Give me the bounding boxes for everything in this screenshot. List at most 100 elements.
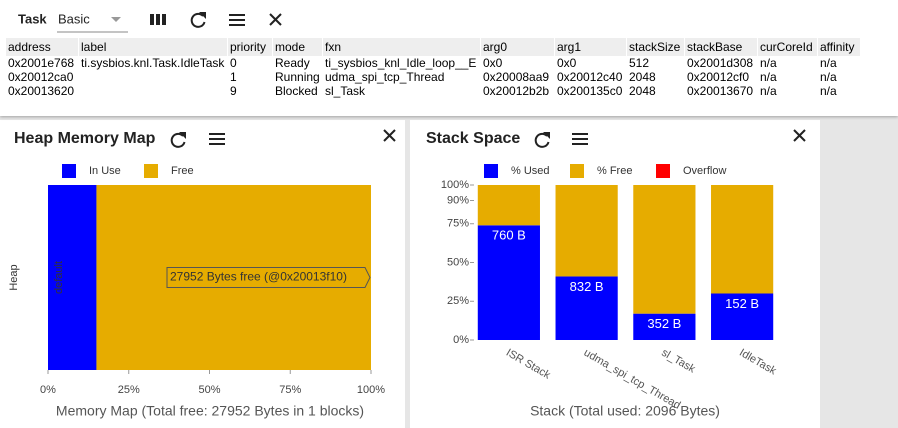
column-header[interactable]: stackBase bbox=[685, 38, 757, 56]
refresh-icon[interactable] bbox=[170, 132, 186, 148]
bar-segment bbox=[555, 185, 618, 277]
bar-segment bbox=[477, 185, 540, 226]
table-cell: 0x200135c0 bbox=[557, 84, 623, 98]
bar-segment bbox=[48, 185, 97, 370]
table-cell: 0x20013620 bbox=[8, 84, 75, 98]
y-tick-label: 90% bbox=[447, 194, 469, 206]
view-select[interactable]: Basic bbox=[58, 11, 90, 26]
menu-icon[interactable] bbox=[209, 133, 225, 145]
table-cell: n/a bbox=[820, 84, 837, 98]
x-axis-title: Stack (Total used: 2096 Bytes) bbox=[530, 403, 720, 419]
column-header[interactable]: arg1 bbox=[555, 38, 626, 56]
columns-icon[interactable] bbox=[150, 14, 166, 25]
table-cell: 0x20012c40 bbox=[557, 70, 623, 84]
table-row[interactable]: 0x20012ca0 1 Running udma_spi_tcp_Thread 0x2… bbox=[6, 70, 860, 84]
table-cell: 0x2001d308 bbox=[687, 56, 754, 70]
annotation: 27952 Bytes free (@0x20013f10) bbox=[170, 270, 347, 284]
bar-segment bbox=[711, 293, 774, 340]
category-label: default bbox=[53, 261, 65, 294]
close-icon[interactable] bbox=[383, 129, 396, 142]
table-cell: 0x20008aa9 bbox=[483, 70, 550, 84]
table-cell bbox=[79, 70, 227, 84]
column-header[interactable]: fxn bbox=[323, 38, 480, 56]
legend-label: % Used bbox=[511, 165, 550, 177]
table-cell: 0x0 bbox=[483, 56, 503, 70]
table-cell: 2048 bbox=[629, 70, 656, 84]
annotation-box bbox=[166, 267, 371, 288]
table-cell: n/a bbox=[760, 84, 777, 98]
legend-swatch bbox=[144, 164, 158, 178]
column-header[interactable]: priority bbox=[228, 38, 272, 56]
y-tick-label: 50% bbox=[447, 256, 469, 268]
table-cell: n/a bbox=[820, 70, 837, 84]
table-cell: Blocked bbox=[275, 84, 318, 98]
column-header[interactable]: mode bbox=[273, 38, 322, 56]
menu-icon[interactable] bbox=[229, 14, 245, 26]
panel-icons bbox=[170, 129, 806, 148]
column-header[interactable]: curCoreId bbox=[758, 38, 817, 56]
bar-segment bbox=[633, 185, 696, 314]
table-body: 0x2001e768 ti.sysbios.knl.Task.IdleTask 0 R… bbox=[6, 56, 860, 98]
table-cell: 1 bbox=[230, 70, 237, 84]
chart-area: Heap Memory Map In Use Free Memory Map (Tot… bbox=[0, 120, 820, 428]
table-cell: 0x20012cf0 bbox=[687, 70, 750, 84]
table-cell: Ready bbox=[275, 56, 310, 70]
table-cell: 512 bbox=[629, 56, 650, 70]
legend-swatch bbox=[656, 164, 670, 178]
table-cell: n/a bbox=[760, 56, 777, 70]
legend-label: Overflow bbox=[683, 165, 726, 177]
close-icon[interactable] bbox=[269, 13, 282, 26]
dropdown-arrow[interactable] bbox=[111, 17, 121, 22]
y-axis-title: Heap bbox=[8, 264, 20, 290]
table-cell: ti_sysbios_knl_Idle_loop__E bbox=[325, 56, 477, 70]
bar-segment bbox=[555, 276, 618, 340]
table-cell: 0x20012ca0 bbox=[8, 70, 74, 84]
column-header[interactable]: address bbox=[6, 38, 78, 56]
legend-label: % Free bbox=[597, 165, 632, 177]
close-icon[interactable] bbox=[793, 129, 806, 142]
column-header[interactable]: stackSize bbox=[627, 38, 684, 56]
legend-swatch bbox=[570, 164, 584, 178]
y-tick-label: 0% bbox=[453, 334, 469, 346]
header-row: address label priority mode fxn arg0 arg1 stack… bbox=[6, 38, 860, 56]
table-cell: 0x0 bbox=[557, 56, 577, 70]
column-header[interactable]: arg0 bbox=[481, 38, 554, 56]
x-tick-label: 50% bbox=[198, 384, 220, 396]
bar-label: 152 B bbox=[725, 296, 759, 311]
table-cell: 0 bbox=[230, 56, 237, 70]
x-tick-label: 100% bbox=[357, 384, 385, 396]
y-tick-label: 75% bbox=[447, 218, 469, 230]
refresh-icon[interactable] bbox=[190, 12, 206, 28]
y-tick-label: 25% bbox=[447, 295, 469, 307]
chart-title: Stack Space bbox=[426, 130, 520, 147]
toolbar: Task Basic bbox=[18, 11, 282, 33]
table-cell: 2048 bbox=[629, 84, 656, 98]
table-cell: udma_spi_tcp_Thread bbox=[325, 70, 445, 84]
bar-segment bbox=[477, 225, 540, 340]
table-row[interactable]: 0x2001e768 ti.sysbios.knl.Task.IdleTask 0 R… bbox=[6, 56, 860, 70]
bar-segment bbox=[711, 185, 774, 294]
table-cell: Running bbox=[275, 70, 320, 84]
legend-swatch bbox=[484, 164, 498, 178]
legend-label: In Use bbox=[89, 165, 121, 177]
menu-icon[interactable] bbox=[572, 133, 588, 145]
x-tick-label: 25% bbox=[118, 384, 140, 396]
chart-title: Heap Memory Map bbox=[14, 130, 156, 147]
column-header[interactable]: label bbox=[79, 38, 227, 56]
bar-label: 352 B bbox=[647, 316, 681, 331]
table-row[interactable]: 0x20013620 9 Blocked sl_Task 0x20012b2b 0x200… bbox=[6, 84, 860, 98]
x-tick-label: 75% bbox=[279, 384, 301, 396]
toolbar-label: Task bbox=[18, 11, 47, 26]
task-panel: Task Basic address label priority mode fxn ar… bbox=[0, 0, 898, 116]
x-axis-title: Memory Map (Total free: 27952 Bytes in 1… bbox=[56, 403, 364, 419]
table-cell: 0x2001e768 bbox=[8, 56, 75, 70]
refresh-icon[interactable] bbox=[534, 132, 550, 148]
x-tick-label: 0% bbox=[40, 384, 56, 396]
table-cell: 0x20013670 bbox=[687, 84, 754, 98]
table-cell: n/a bbox=[760, 70, 777, 84]
y-tick-label: 100% bbox=[441, 179, 469, 191]
bar-segment bbox=[633, 313, 696, 340]
table-cell: 0x20012b2b bbox=[483, 84, 550, 98]
column-header[interactable]: affinity bbox=[818, 38, 860, 56]
